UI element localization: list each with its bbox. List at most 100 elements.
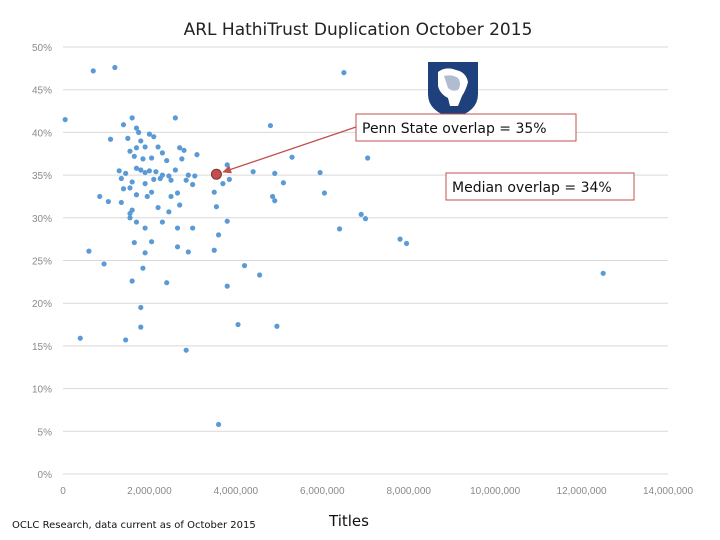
data-point — [174, 244, 181, 250]
gridlines — [63, 46, 668, 475]
data-point — [118, 175, 124, 182]
data-point — [211, 189, 217, 195]
data-point — [159, 219, 165, 225]
data-point — [274, 323, 280, 329]
x-tick-label: 14,000,000 — [643, 486, 693, 497]
data-point — [142, 181, 148, 187]
data-point — [280, 180, 286, 186]
data-point — [166, 173, 172, 179]
data-point — [138, 324, 144, 330]
data-point — [131, 153, 137, 159]
data-point — [133, 125, 140, 131]
data-point — [146, 131, 153, 137]
x-tick-label: 8,000,000 — [386, 486, 431, 497]
data-point — [215, 232, 222, 238]
data-point — [164, 157, 170, 164]
data-point — [77, 335, 83, 341]
data-point — [127, 148, 133, 154]
data-point — [403, 240, 410, 247]
data-point — [123, 170, 129, 176]
data-point — [272, 170, 278, 176]
y-tick-label: 20% — [32, 299, 52, 310]
data-point — [107, 136, 114, 142]
data-point — [155, 144, 161, 150]
data-point — [142, 144, 148, 150]
y-tick-label: 0% — [38, 470, 53, 481]
data-point — [90, 68, 96, 74]
data-point — [129, 278, 135, 284]
annotation-arrow-head — [222, 165, 232, 174]
data-point — [131, 239, 137, 246]
data-point — [321, 190, 328, 196]
penn-state-annotation: Penn State overlap = 35% — [355, 113, 577, 142]
data-point — [153, 169, 159, 175]
penn-state-lion-shield-icon — [428, 62, 478, 118]
data-point — [362, 216, 369, 222]
data-point — [241, 263, 248, 269]
x-axis-ticks: 0 2,000,000 4,000,000 6,000,000 8,000,000 10,… — [60, 486, 693, 497]
data-point — [172, 115, 178, 121]
penn-state-annotation-text: Penn State overlap = 35% — [362, 121, 547, 137]
y-tick-label: 40% — [32, 128, 52, 139]
y-tick-label: 45% — [32, 86, 52, 97]
data-point — [148, 189, 155, 195]
data-point — [168, 177, 174, 183]
y-tick-label: 5% — [38, 427, 53, 438]
data-point — [194, 152, 200, 158]
data-point — [129, 115, 135, 121]
data-point — [179, 156, 185, 162]
data-point — [151, 176, 157, 182]
data-point — [365, 155, 371, 161]
data-point — [190, 181, 196, 188]
data-point — [127, 185, 133, 191]
data-point — [120, 122, 127, 128]
data-point — [185, 249, 191, 255]
data-point — [183, 177, 189, 183]
data-point — [224, 218, 230, 224]
data-point — [172, 167, 178, 173]
data-point — [129, 179, 135, 185]
data-point — [144, 193, 150, 200]
data-points — [62, 64, 606, 428]
data-point — [116, 168, 122, 174]
y-tick-label: 50% — [32, 43, 52, 54]
data-point — [127, 215, 133, 221]
data-point — [129, 207, 135, 213]
data-point — [211, 247, 217, 253]
data-point — [235, 321, 241, 328]
data-point — [112, 64, 118, 71]
data-point — [133, 192, 140, 198]
data-point — [336, 226, 343, 232]
median-annotation-text: Median overlap = 34% — [452, 180, 612, 196]
data-point — [250, 169, 256, 175]
data-point — [140, 156, 146, 162]
data-point — [125, 135, 131, 141]
y-tick-label: 25% — [32, 257, 52, 268]
y-tick-label: 35% — [32, 171, 52, 182]
data-point — [155, 204, 161, 211]
data-point — [157, 175, 163, 182]
data-point — [272, 198, 278, 204]
data-point — [138, 167, 144, 173]
data-point — [159, 150, 165, 156]
data-point — [226, 176, 232, 182]
data-point — [600, 270, 606, 276]
data-point — [138, 138, 144, 144]
data-point — [341, 70, 347, 76]
data-point — [177, 145, 183, 151]
data-point — [146, 168, 153, 174]
data-point — [289, 154, 295, 160]
median-annotation: Median overlap = 34% — [445, 172, 635, 201]
data-point — [269, 193, 276, 200]
data-point — [105, 198, 111, 205]
data-point — [133, 145, 140, 151]
data-point — [97, 193, 103, 200]
data-point — [86, 248, 92, 254]
data-point — [151, 134, 157, 140]
x-tick-label: 12,000,000 — [557, 486, 607, 497]
data-point — [148, 155, 155, 161]
data-point — [177, 202, 183, 208]
data-point — [267, 122, 274, 129]
data-point — [166, 209, 172, 215]
data-point — [174, 190, 181, 196]
